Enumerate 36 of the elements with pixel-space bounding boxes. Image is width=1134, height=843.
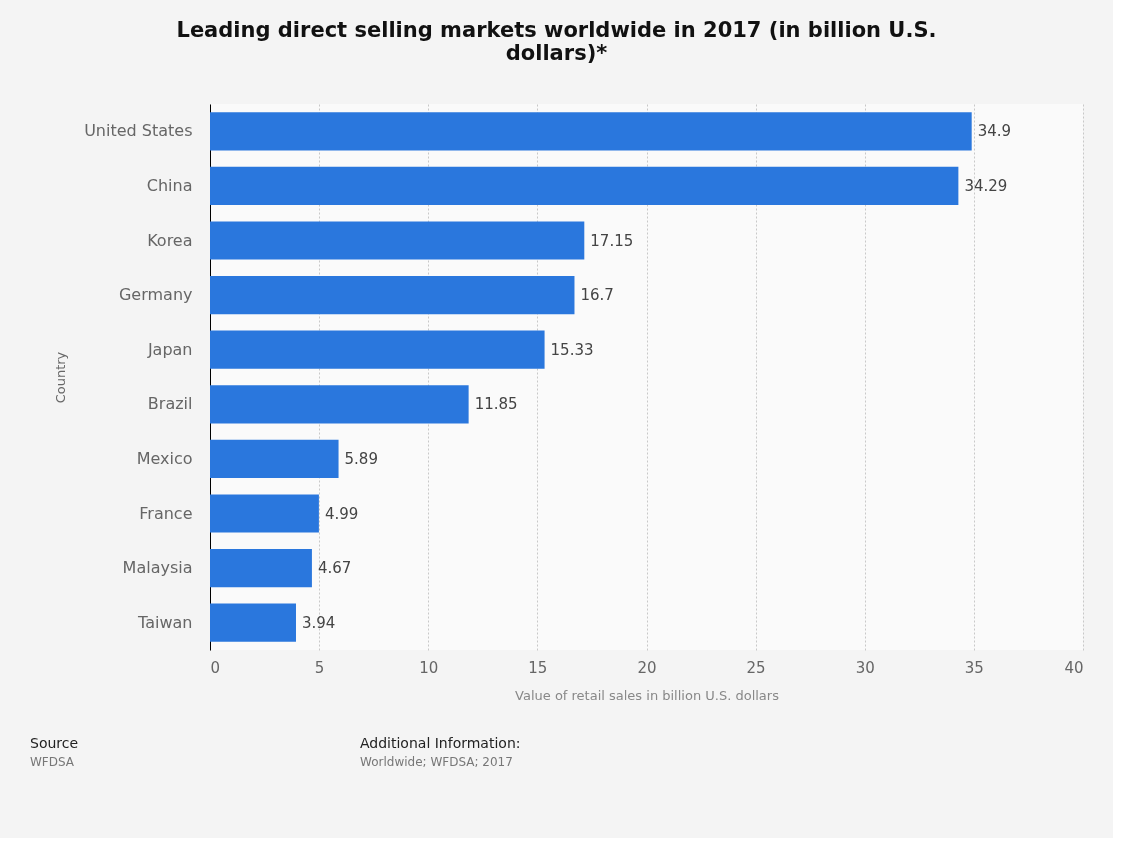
x-tick-label: 15: [528, 658, 548, 677]
x-tick-label: 10: [419, 658, 439, 677]
y-tick-label: United States: [84, 121, 193, 141]
y-tick-label: Germany: [118, 285, 193, 305]
y-tick-label: Malaysia: [122, 558, 193, 578]
chart-title: Leading direct selling markets worldwide in 2017 (in billion U.S. dollars)*: [176, 18, 937, 65]
data-label: 34.9: [977, 122, 1012, 141]
y-tick-label: Mexico: [136, 448, 193, 468]
x-tick-label: 5: [314, 658, 325, 677]
data-label: 5.89: [344, 449, 378, 468]
y-tick-label: Korea: [147, 230, 193, 250]
y-tick-label: China: [146, 175, 193, 195]
text: WFDSA: [30, 755, 75, 769]
text: Worldwide; WFDSA; 2017: [360, 755, 513, 769]
data-label: 4.99: [324, 504, 359, 523]
y-tick-label: Brazil: [147, 394, 193, 414]
y-axis-title: Country: [53, 351, 69, 404]
y-tick-label: Taiwan: [137, 612, 193, 632]
data-label: 17.15: [590, 231, 634, 250]
x-tick-label: 30: [855, 658, 875, 677]
data-label: 15.33: [550, 340, 594, 359]
text: Source: [30, 735, 79, 751]
data-label: 34.29: [964, 176, 1008, 195]
data-label: 16.7: [580, 286, 614, 305]
text: Additional Information:: [360, 735, 521, 751]
x-tick-label: 0: [210, 658, 221, 677]
x-tick-label: 25: [746, 658, 766, 677]
y-tick-label: Japan: [146, 339, 193, 359]
data-label: 4.67: [317, 559, 352, 578]
data-label: 3.94: [301, 613, 336, 632]
x-tick-label: 35: [964, 658, 984, 677]
data-label: 11.85: [474, 395, 518, 414]
x-tick-label: 20: [637, 658, 657, 677]
x-axis-title: Value of retail sales in billion U.S. dollars: [515, 687, 780, 703]
y-tick-label: France: [139, 503, 193, 523]
x-tick-label: 40: [1064, 658, 1084, 677]
